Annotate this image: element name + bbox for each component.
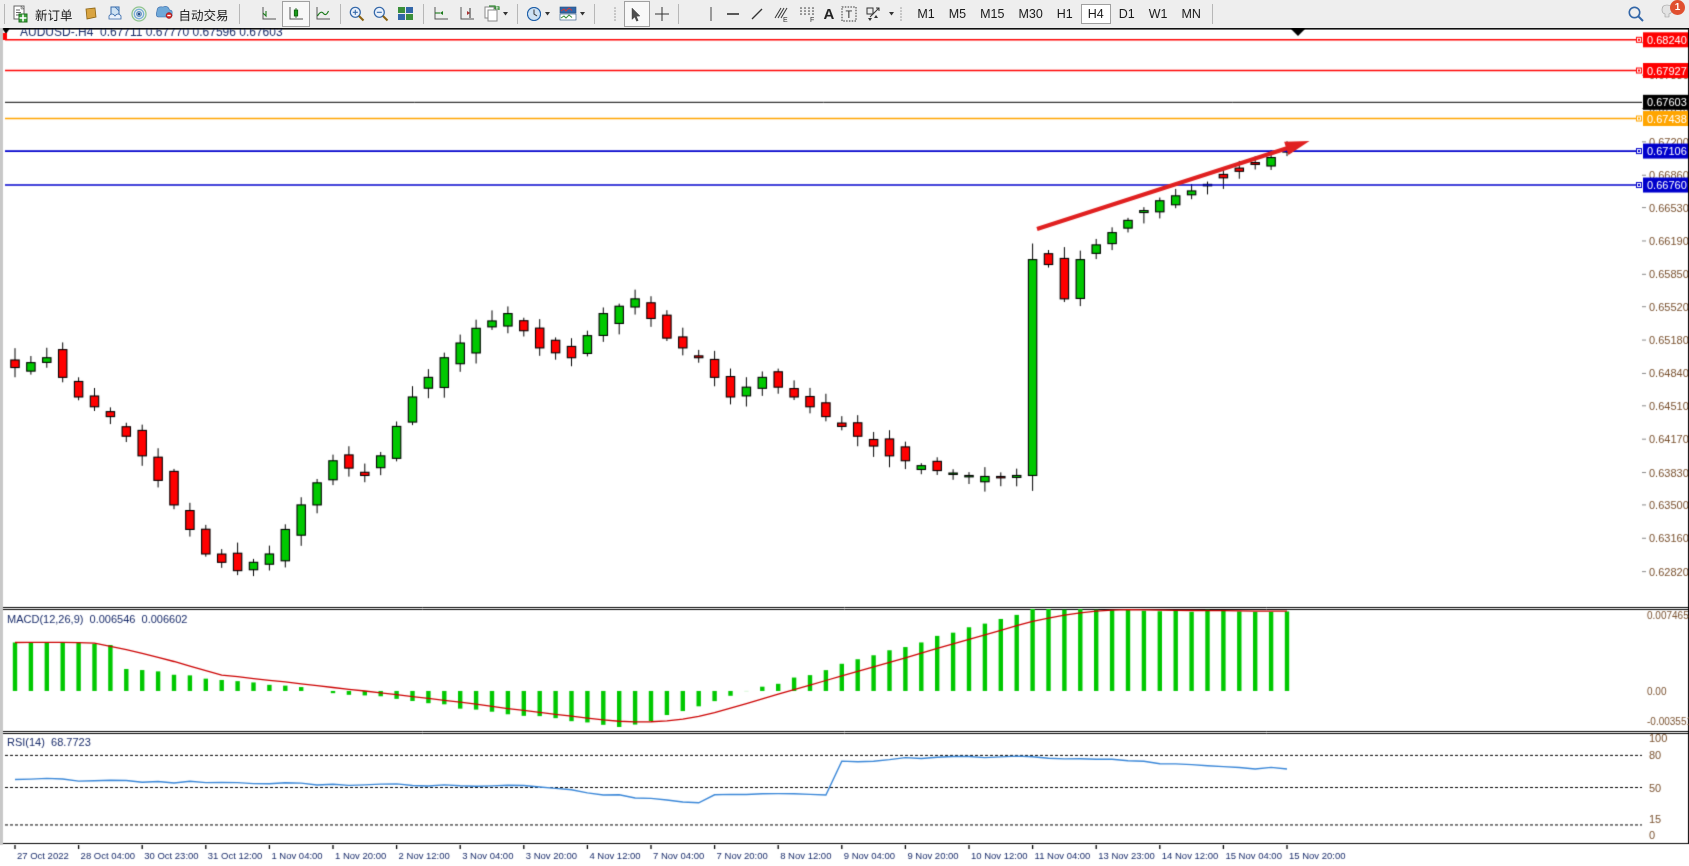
svg-text:T: T <box>846 9 853 21</box>
svg-text:F: F <box>810 17 814 23</box>
svg-text:E: E <box>783 17 788 23</box>
